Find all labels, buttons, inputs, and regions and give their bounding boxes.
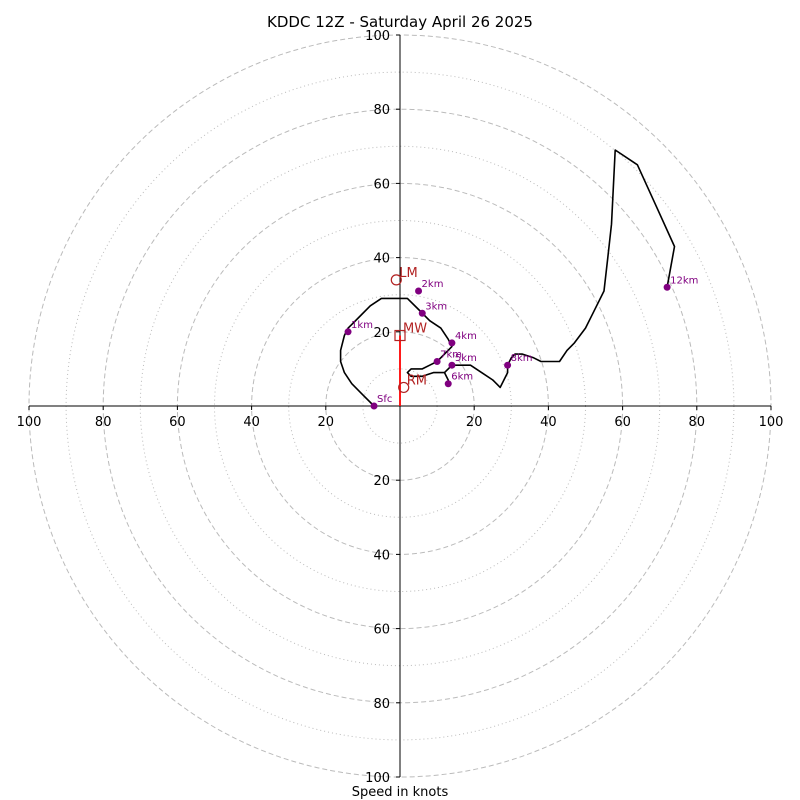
storm-motion-marker [390,274,402,286]
x-tick-label: 40 [540,415,557,430]
x-tick-label: 80 [95,415,112,430]
height-marker-label: 7km [440,349,462,360]
hodograph-line [339,149,676,407]
x-tick-label: 100 [759,415,784,430]
height-marker-dot [448,361,456,369]
height-marker-dot [433,357,441,365]
x-tick-label: 20 [466,415,483,430]
storm-motion-label: RM [407,373,427,388]
x-tick-label: 60 [614,415,631,430]
y-tick-label: 20 [373,474,390,489]
height-marker-label: 12km [670,275,698,286]
height-marker-dot [370,402,378,410]
height-marker-dot [418,309,426,317]
height-marker-label: 1km [351,320,373,331]
y-tick-label: 60 [373,177,390,192]
height-marker-dot [448,339,456,347]
height-marker-dot [415,287,423,295]
y-tick-label: 80 [373,103,390,118]
height-marker-label: 4km [455,331,477,342]
y-tick-label: 100 [365,771,390,786]
height-marker-dot [663,283,671,291]
storm-motion-marker [398,381,410,394]
height-marker-dot [504,361,512,369]
x-tick-label: 80 [689,415,706,430]
height-marker-label: 3km [425,301,447,312]
height-marker-label: 8km [511,353,533,364]
height-markers: Sfc 1km 2km 3km 4km 5km 6km 7km 8km 12km [344,275,698,410]
height-marker-label: 6km [451,372,473,383]
chart-title: KDDC 12Z - Saturday April 26 2025 [267,13,533,31]
y-tick-label: 60 [373,623,390,638]
y-tick-label: 100 [365,29,390,44]
height-marker-dot [344,328,352,336]
storm-motion-marker [394,329,406,342]
y-tick-label: 40 [373,548,390,563]
wind-profile-trace [339,149,676,407]
y-tick-label: 80 [373,697,390,712]
height-marker-label: Sfc [377,394,392,405]
x-tick-label: 40 [243,415,260,430]
x-tick-label: 60 [169,415,186,430]
storm-motion-label: LM [399,266,417,281]
y-tick-label: 40 [373,252,390,267]
height-marker-label: 2km [422,279,444,290]
height-marker-dot [444,380,452,388]
storm-motion-markers: LM MW RM [390,266,427,394]
x-tick-label: 100 [17,415,42,430]
tick-labels: 100 80 60 40 20 20 40 60 80 100 100 80 60 40 20 20 40 60 8… [17,29,784,786]
x-axis-label: Speed in knots [352,785,449,800]
y-tick-label: 20 [373,326,390,341]
height-marker-label: 5km [455,353,477,364]
storm-motion-label: MW [403,322,427,337]
x-tick-label: 20 [318,415,335,430]
